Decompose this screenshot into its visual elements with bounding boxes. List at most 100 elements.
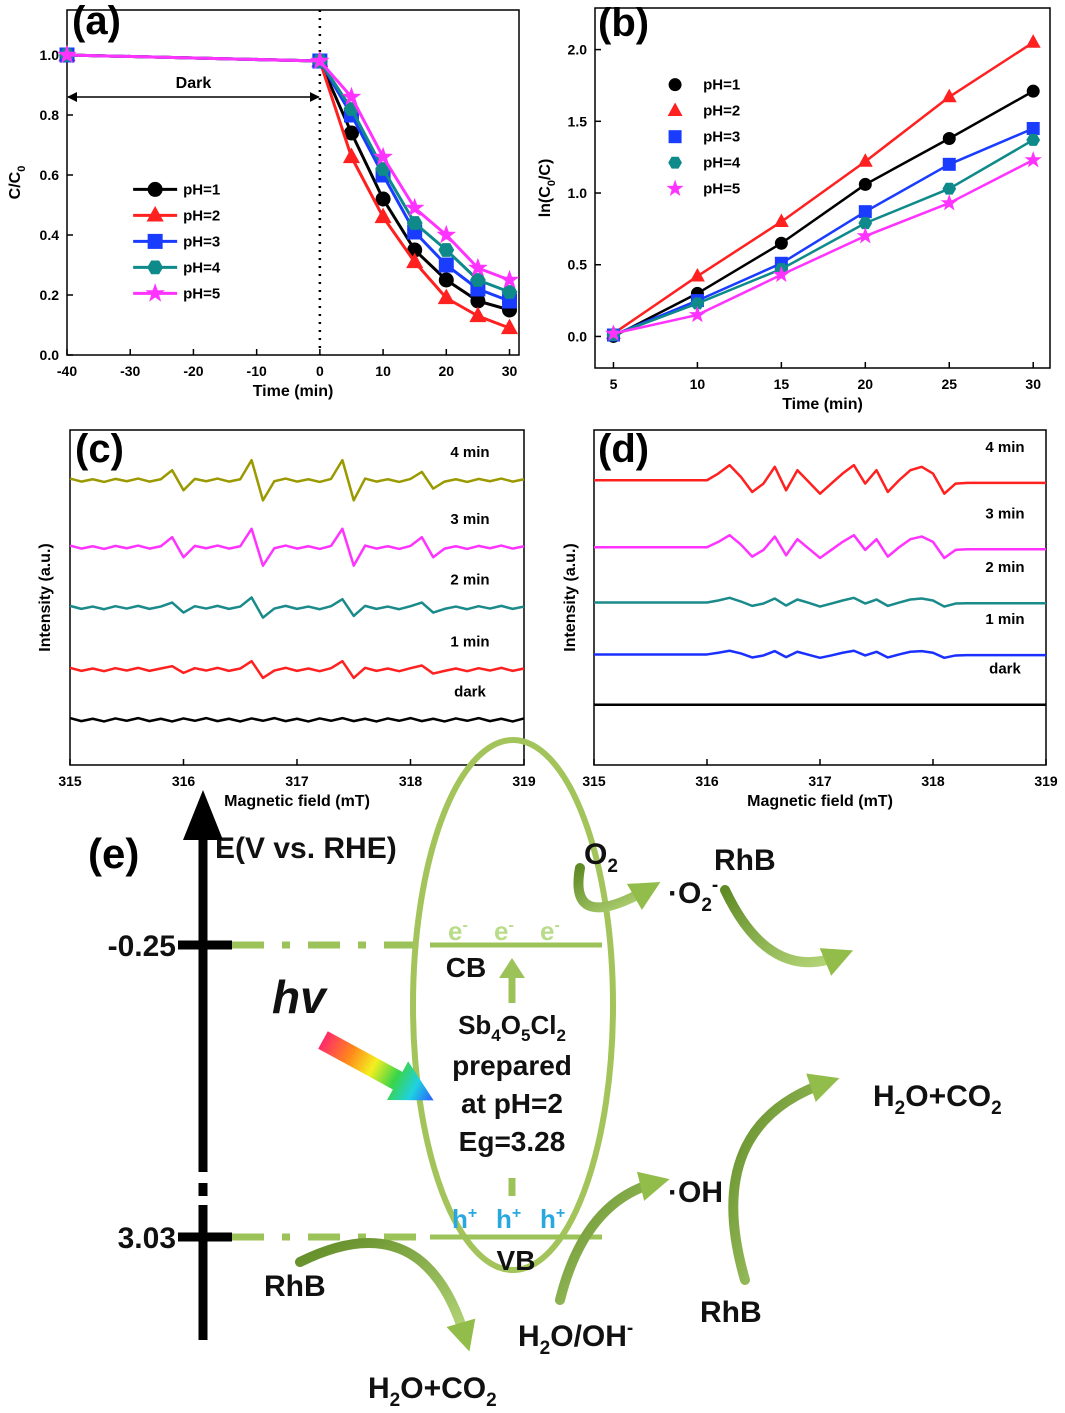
legend-label: pH=1 (703, 77, 740, 94)
marker (668, 78, 682, 92)
x-tick-label: 0 (316, 363, 324, 379)
legend-label: pH=3 (703, 129, 740, 146)
hole-symbol: h (452, 1204, 468, 1234)
formula-sub: 2 (895, 1098, 906, 1119)
x-tick-label: 20 (439, 363, 455, 379)
marker (438, 272, 454, 288)
x-tick-label: -10 (247, 363, 267, 379)
marker (310, 50, 330, 70)
x-tick-label: 317 (285, 773, 309, 789)
y-tick-label: 1.0 (568, 185, 588, 201)
reaction-arrow (573, 863, 661, 913)
marker (406, 216, 423, 230)
x-axis-label: Magnetic field (mT) (224, 793, 370, 810)
hole-symbol: h (540, 1204, 556, 1234)
trace-label: 4 min (985, 439, 1024, 456)
water: H2O/OH- (518, 1318, 633, 1359)
formula-sub: 2 (701, 895, 712, 916)
legend-label: pH=5 (183, 285, 220, 302)
marker (774, 236, 788, 250)
formula-sub: 2 (556, 1026, 565, 1045)
series-line (594, 533, 1046, 560)
marker (145, 283, 165, 302)
marker (437, 288, 455, 305)
panel-title: (b) (598, 1, 649, 45)
marker (858, 217, 873, 230)
dye: RhB (264, 1270, 326, 1303)
x-tick-label: 5 (610, 376, 618, 392)
hole: h+ (452, 1204, 477, 1234)
marker (858, 177, 872, 191)
trace-label: 1 min (985, 611, 1024, 628)
marker (1025, 34, 1041, 48)
series-line (594, 463, 1046, 495)
marker (499, 269, 520, 289)
trend-line (612, 41, 1034, 335)
marker (341, 86, 362, 106)
reaction-arrow (720, 885, 854, 976)
y-axis-label: Intensity (a.u.) (37, 543, 54, 651)
y-axis-label: ln(C0/C) (537, 159, 558, 218)
legend-label: pH=1 (183, 181, 220, 198)
y-axis-label-sub: 0 (546, 180, 558, 186)
catalyst-text: Sb4O5Cl2 prepared at pH=2 Eg=3.28 (452, 1010, 572, 1157)
panel-title: (c) (75, 427, 124, 471)
x-tick-label: 319 (512, 773, 536, 789)
reaction-arrows (295, 863, 854, 1352)
trace-label: 1 min (450, 634, 489, 651)
formula-sub: 2 (390, 1390, 401, 1408)
marker (1026, 84, 1040, 98)
y-tick-label: 2.0 (568, 42, 588, 58)
series-line (594, 596, 1046, 608)
marker (147, 260, 164, 275)
level-label: -0.25 (108, 930, 176, 963)
electron: e- (540, 916, 560, 946)
legend-label: pH=3 (183, 233, 220, 250)
marker (856, 227, 874, 244)
hole: h+ (540, 1204, 565, 1234)
catalyst-line: at pH=2 (461, 1088, 563, 1119)
y-axis-label-part: Intensity (a.u.) (37, 543, 54, 651)
marker (942, 132, 956, 146)
marker (147, 233, 163, 249)
hole-charge: + (556, 1205, 565, 1222)
electron: e- (448, 916, 468, 946)
y-tick-label: 0.8 (40, 107, 60, 123)
formula-sub: 4 (491, 1026, 501, 1045)
catalyst-line: Eg=3.28 (459, 1126, 566, 1157)
y-tick-label: 1.5 (568, 113, 588, 129)
x-tick-label: 20 (858, 376, 874, 392)
trace-label: dark (989, 661, 1021, 678)
marker (858, 205, 872, 219)
x-tick-label: 30 (502, 363, 518, 379)
x-tick-label: 316 (695, 773, 719, 789)
catalyst-formula: Sb4O5Cl2 (458, 1010, 566, 1045)
hole-symbol: h (496, 1204, 512, 1234)
rainbow-arrow (318, 1031, 434, 1101)
trace-label: 3 min (985, 505, 1024, 522)
reaction-arrow (295, 1237, 476, 1352)
y-tick-label: 0.4 (40, 227, 60, 243)
legend-label: pH=5 (703, 181, 740, 198)
y-axis-label: Intensity (a.u.) (562, 543, 579, 651)
y-axis-label-part: /C) (537, 159, 554, 180)
marker (468, 257, 488, 277)
marker (942, 182, 957, 195)
electron: e- (494, 916, 514, 946)
electron-symbol: e (494, 916, 508, 946)
hole-charge: + (512, 1205, 521, 1222)
x-tick-label: 317 (808, 773, 832, 789)
marker (668, 156, 682, 169)
series-line (69, 716, 525, 723)
light-label: hv (272, 971, 328, 1023)
x-tick-label: 318 (399, 773, 423, 789)
legend-label: pH=2 (703, 103, 740, 120)
formula-sub: 2 (486, 1390, 497, 1408)
marker (1024, 151, 1042, 168)
marker (406, 252, 424, 269)
panel-label: (e) (88, 830, 139, 877)
marker (374, 207, 392, 224)
marker (857, 153, 873, 167)
excitation-arrow-head (499, 958, 525, 978)
formula-sub: 2 (540, 1338, 551, 1359)
